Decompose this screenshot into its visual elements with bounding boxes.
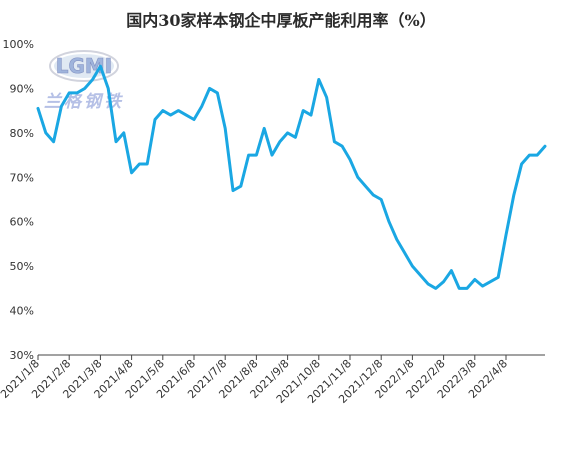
y-tick-label: 90% (10, 82, 34, 95)
watermark-logo: LGMI 兰格钢铁 (44, 50, 124, 112)
y-tick-label: 60% (10, 216, 34, 229)
series-line (36, 64, 547, 290)
watermark-company-text: 兰格钢铁 (44, 92, 124, 112)
x-axis: 2021/1/82021/2/82021/3/82021/4/82021/5/8… (0, 354, 545, 406)
y-tick-label: 80% (10, 127, 34, 140)
y-tick-label: 40% (10, 305, 34, 318)
series-layer (36, 64, 547, 290)
y-axis-labels: 30% 40% 50% 60% 70% 80% 90% 100% (3, 38, 34, 362)
y-tick-label: 70% (10, 171, 34, 184)
y-tick-label: 30% (10, 349, 34, 362)
watermark-logo-text: LGMI (56, 54, 113, 78)
y-tick-label: 100% (3, 38, 34, 51)
chart-title: 国内30家样本钢企中厚板产能利用率（%） (126, 11, 436, 30)
y-tick-label: 50% (10, 260, 34, 273)
